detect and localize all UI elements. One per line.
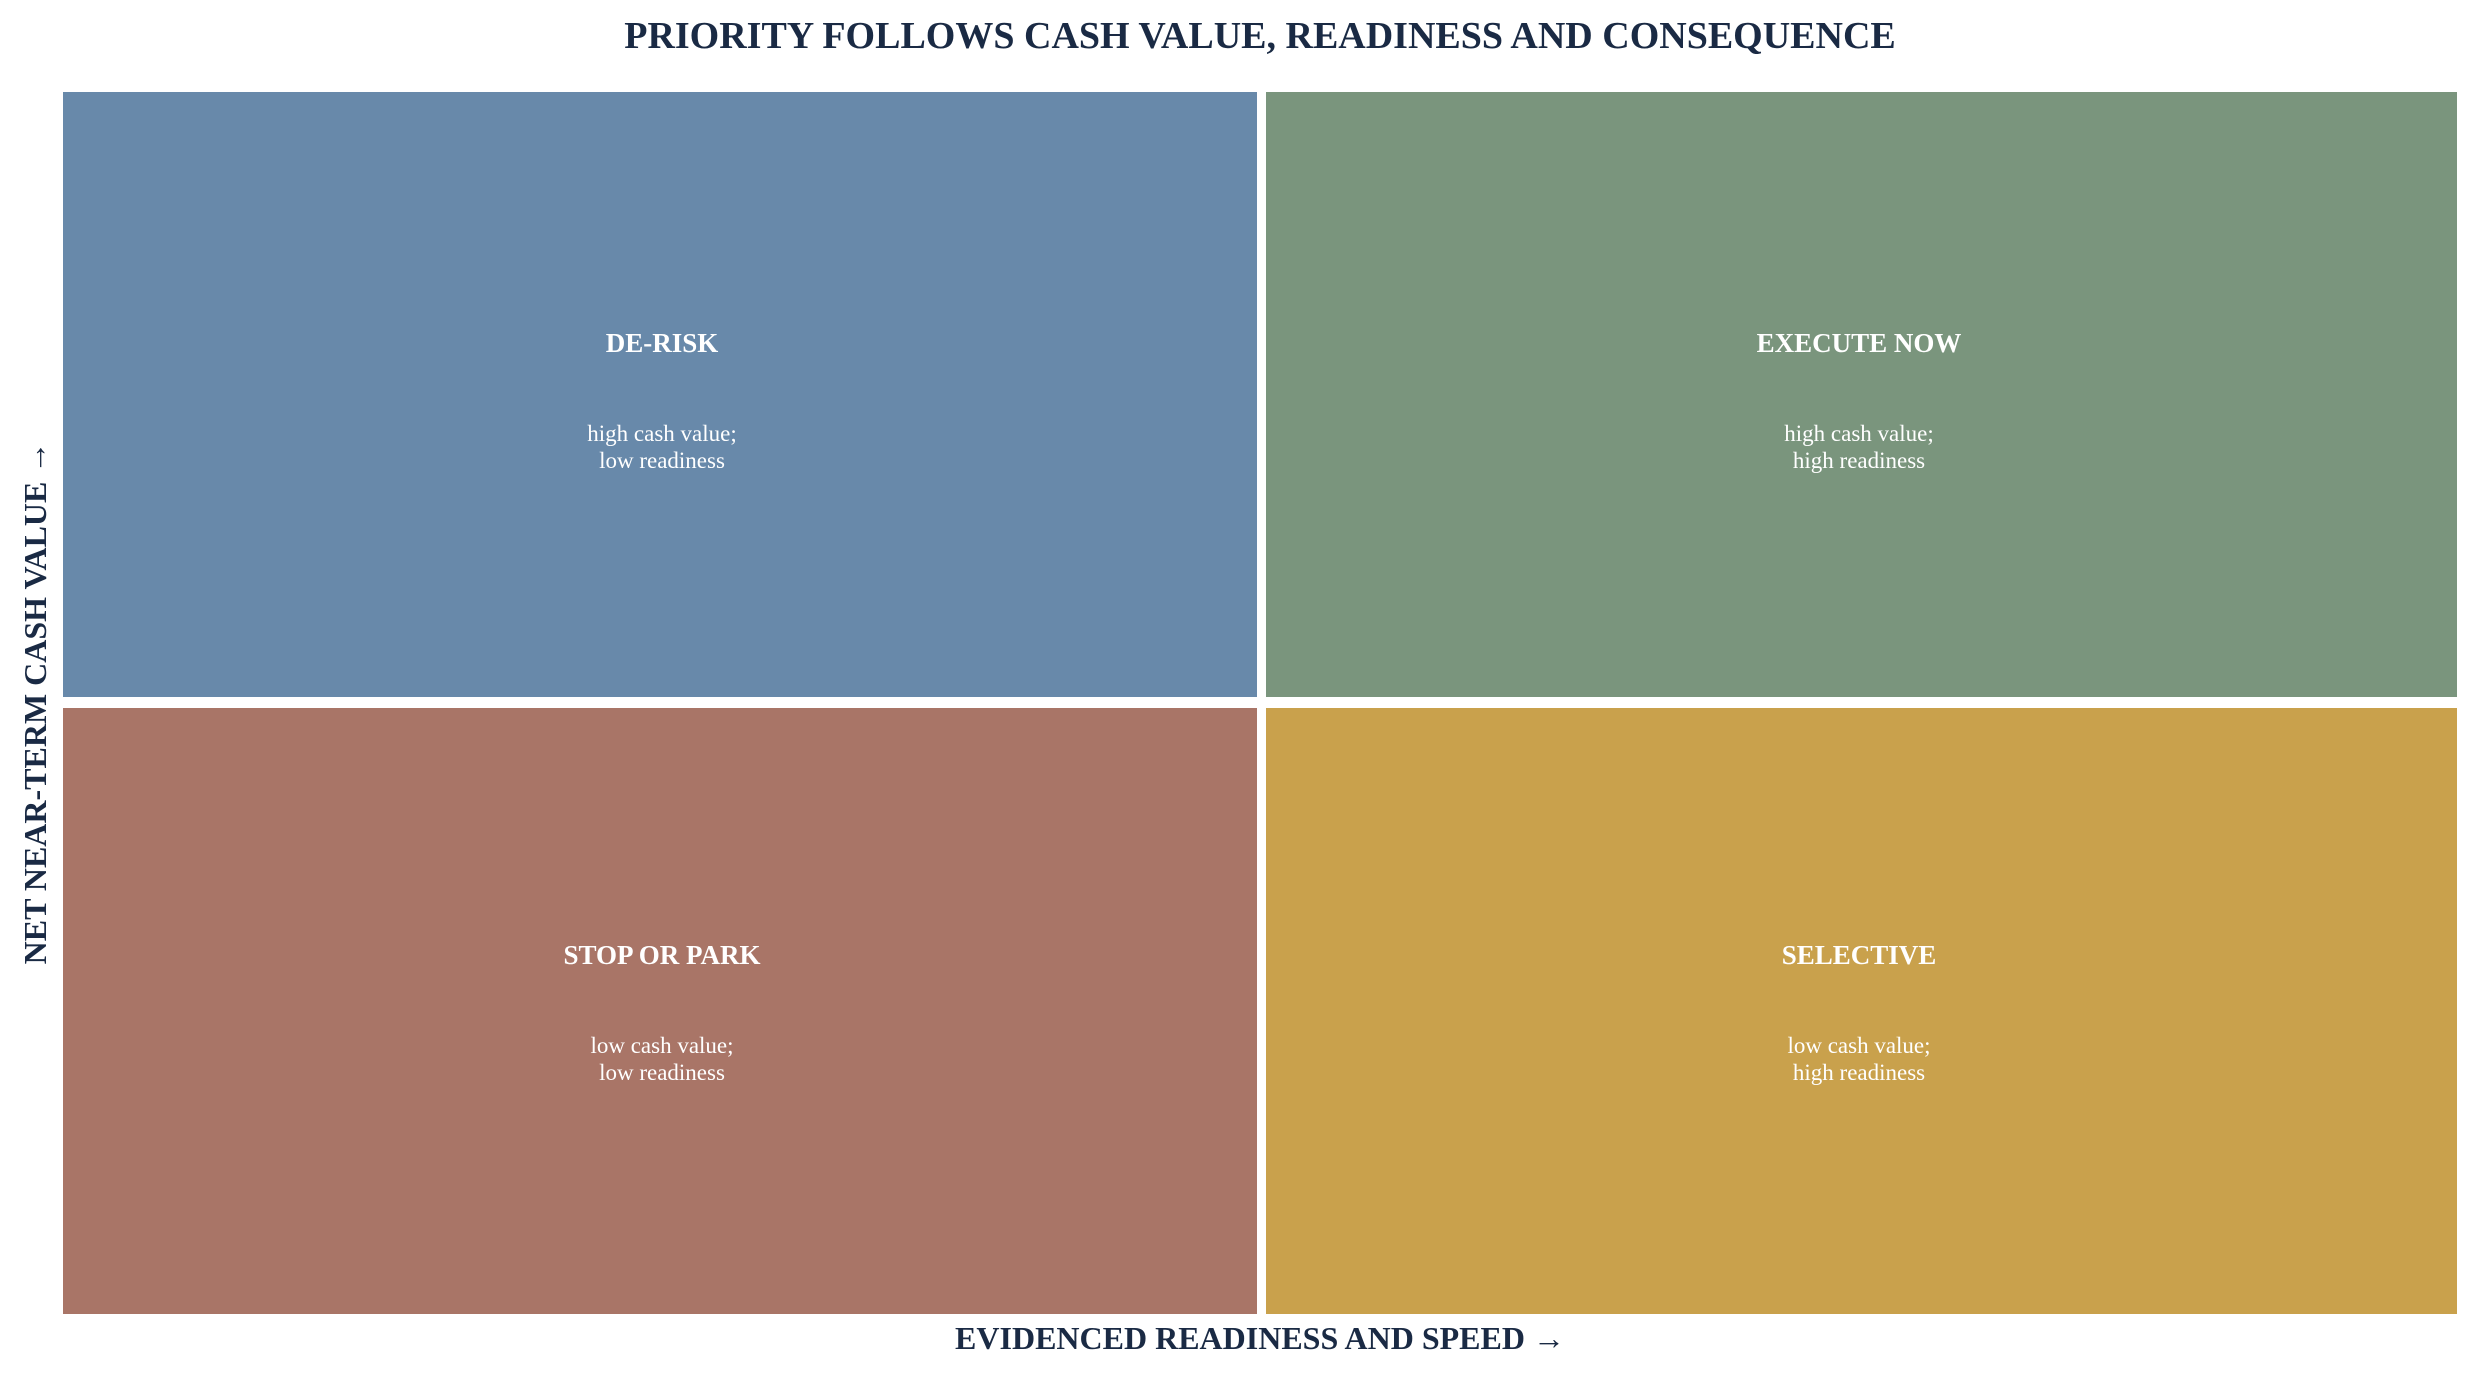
quadrant-description: high readiness	[1793, 448, 1925, 473]
quadrant-description: low readiness	[599, 1060, 725, 1085]
quadrant-description: low cash value;	[1787, 1033, 1930, 1058]
quadrant-description: high cash value;	[1784, 421, 1933, 446]
quadrant-label: DE-RISK	[606, 328, 719, 358]
quadrant-description: low readiness	[599, 448, 725, 473]
quadrant-description: high cash value;	[587, 421, 736, 446]
y-axis-label: NET NEAR-TERM CASH VALUE →	[17, 442, 53, 965]
quadrant-execute-now	[1266, 92, 2457, 697]
quadrant-label: SELECTIVE	[1782, 940, 1937, 970]
quadrant-stop-or-park	[63, 708, 1257, 1314]
quadrant-description: low cash value;	[590, 1033, 733, 1058]
x-axis-label: EVIDENCED READINESS AND SPEED →	[955, 1320, 1565, 1356]
quadrant-de-risk	[63, 92, 1257, 697]
quadrant-label: STOP OR PARK	[563, 940, 760, 970]
title: PRIORITY FOLLOWS CASH VALUE, READINESS A…	[624, 15, 1896, 57]
quadrant-description: high readiness	[1793, 1060, 1925, 1085]
quadrant-label: EXECUTE NOW	[1757, 328, 1962, 358]
quadrant-selective	[1266, 708, 2457, 1314]
